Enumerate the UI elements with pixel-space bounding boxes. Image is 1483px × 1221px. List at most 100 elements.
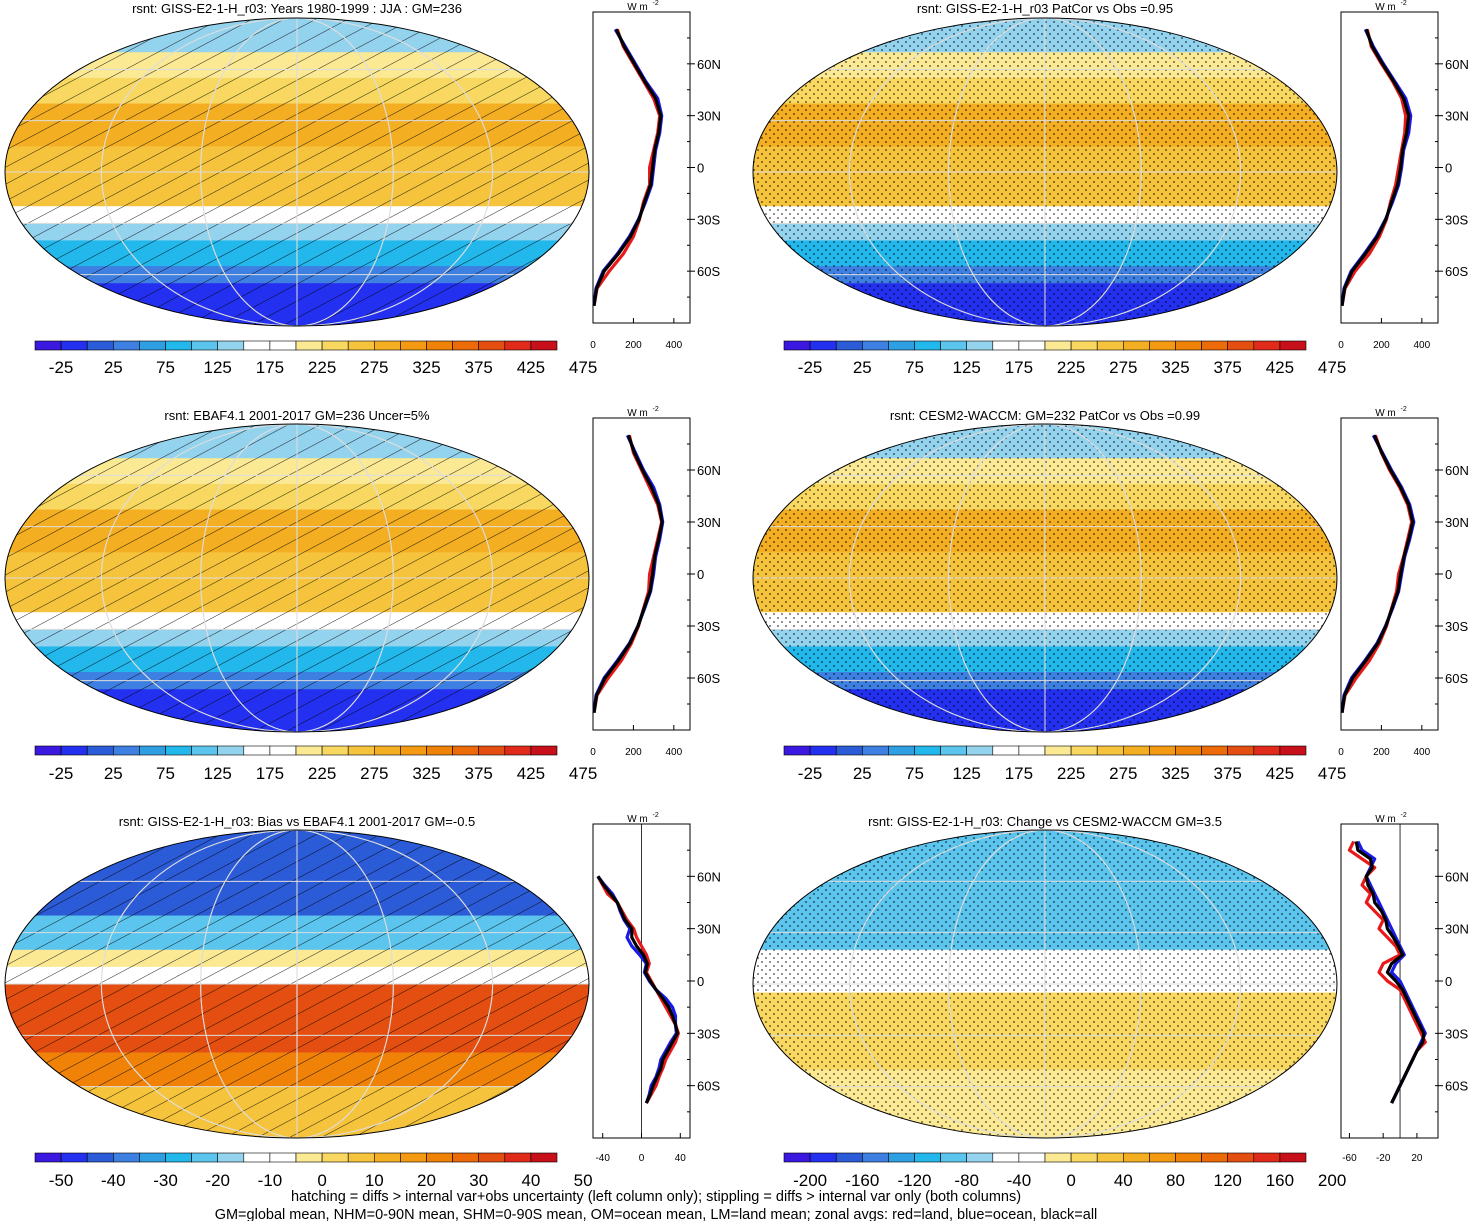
colorbar-box [217,745,245,756]
zonal-lat-label: 30S [1445,212,1468,227]
colorbar-box [400,340,427,351]
colorbar-box [191,340,219,351]
colorbar-tick-label: -25 [798,358,823,377]
colorbar-tick-label: -25 [49,764,74,783]
colorbar-box [1175,340,1202,351]
colorbar-tick-label: 375 [1214,358,1242,377]
colorbar-box [1070,745,1098,756]
colorbar-tick-label: 475 [569,358,597,377]
colorbar-box [217,1152,245,1163]
colorbar-box [1253,745,1281,756]
zonal-x-label: -60 [1342,1153,1357,1164]
colorbar-box [1253,1152,1281,1163]
colorbar-box [1279,340,1307,351]
colorbar-tick-label: 10 [365,1171,384,1190]
colorbar-box [1096,1152,1124,1163]
map-outline [752,17,1338,327]
colorbar-box [400,1152,427,1163]
colorbar-box [966,340,994,351]
colorbar-box [940,1152,967,1163]
colorbar-tick-label: 175 [1005,358,1033,377]
zonal-lat-label: 0 [697,161,704,176]
colorbar-box [940,745,967,756]
colorbar-tick-label: 275 [1109,764,1137,783]
colorbar-box [373,745,401,756]
zonal-lat-label: 0 [1445,161,1452,176]
colorbar-tick-label: 475 [1318,358,1346,377]
zonal-x-label: 400 [1413,747,1430,758]
zonal-lat-label: 60N [697,869,721,884]
colorbar-box [165,1152,192,1163]
colorbar-tick-label: -25 [49,358,74,377]
zonal-lat-label: 60N [1445,57,1469,72]
colorbar-tick-label: 475 [569,764,597,783]
colorbar-box [809,1152,837,1163]
colorbar-box [426,340,453,351]
zonal-line-land [1340,28,1408,306]
panel-1: rsnt: GISS-E2-1-H_r03: Years 1980-1999 :… [4,0,721,377]
colorbar-tick-label: -40 [1007,1171,1032,1190]
zonal-x-label: 0 [639,1153,645,1164]
zonal-x-label: 20 [1411,1153,1423,1164]
zonal-x-label: 400 [665,747,682,758]
colorbar-tick-label: -120 [897,1171,931,1190]
zonal-lat-label: 0 [1445,974,1452,989]
colorbar-box [191,745,219,756]
colorbar-tick-label: 50 [574,1171,593,1190]
zonal-lat-label: 30S [697,619,720,634]
colorbar-box [269,745,297,756]
zonal-unit-sup: -2 [1401,0,1407,7]
zonal-unit-label: W m [1375,814,1396,825]
graticule-lon [848,830,1242,1138]
colorbar-box [1149,1152,1176,1163]
colorbar-box [783,1152,811,1163]
colorbar-tick-label: 160 [1266,1171,1294,1190]
zonal-lat-label: 60S [1445,671,1468,686]
colorbar-box [530,745,558,756]
colorbar-box [1201,745,1228,756]
colorbar-tick-label: 20 [417,1171,436,1190]
zonal-lat-label: 30N [697,515,721,530]
colorbar-tick-label: 275 [1109,358,1137,377]
map-outline [4,423,590,733]
colorbar-box [269,1152,297,1163]
graticule-lon [948,424,1142,732]
colorbar-box [1044,745,1072,756]
graticule-lon [100,424,494,732]
zonal-line-all [1354,841,1426,1104]
colorbar-box [1044,340,1072,351]
zonal-line-all [1340,434,1415,713]
colorbar-tick-label: 175 [256,358,284,377]
colorbar-tick-label: -30 [153,1171,178,1190]
colorbar-box [1279,745,1307,756]
zonal-lat-label: 60S [697,671,720,686]
graticule-lon [948,18,1142,326]
panel-title: rsnt: CESM2-WACCM: GM=232 PatCor vs Obs … [890,408,1200,423]
colorbar-box [400,745,427,756]
colorbar: -25 25 75 125 175 225 275 325 375 425 475 [783,340,1346,377]
colorbar-box [1018,340,1046,351]
zonal-lat-label: 60N [1445,869,1469,884]
colorbar-tick-label: 125 [953,764,981,783]
colorbar-box [217,340,245,351]
zonal-line-all [592,434,664,713]
zonal-x-label: 0 [1338,747,1344,758]
zonal-lat-label: 60S [697,1079,720,1094]
colorbar-box [1175,1152,1202,1163]
zonal-line-all [592,28,663,306]
colorbar-tick-label: 225 [308,764,336,783]
colorbar-tick-label: 120 [1214,1171,1242,1190]
zonal-unit-sup: -2 [653,406,659,413]
colorbar-tick-label: 375 [1214,764,1242,783]
zonal-x-label: 400 [665,340,682,351]
map-outline [752,829,1338,1139]
colorbar-box [1123,1152,1150,1163]
colorbar-box [321,340,349,351]
colorbar-box [243,1152,271,1163]
panel-title: rsnt: GISS-E2-1-H_r03 PatCor vs Obs =0.9… [917,1,1173,16]
zonal-unit-label: W m [1375,2,1396,13]
colorbar-box [914,340,941,351]
zonal-x-label: 200 [625,747,642,758]
colorbar-tick-label: 25 [853,358,872,377]
